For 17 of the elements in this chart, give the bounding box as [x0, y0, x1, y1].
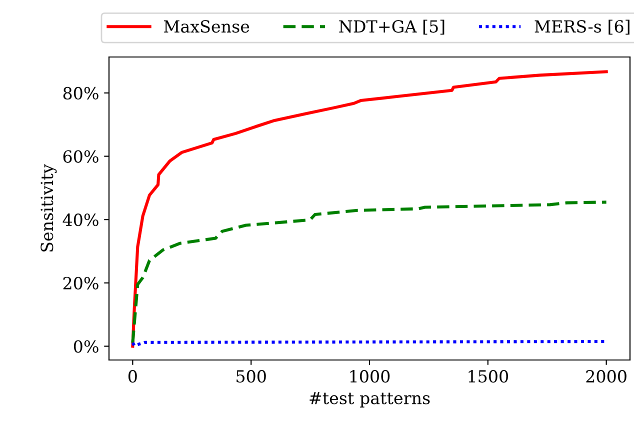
legend-label: MERS-s [6] [534, 20, 630, 35]
x-tick-label: 500 [236, 370, 266, 383]
legend-label: MaxSense [164, 20, 250, 33]
y-tick-label: 80% [63, 86, 98, 100]
x-tick-label: 0 [128, 370, 137, 383]
y-tick-label: 40% [62, 214, 98, 226]
x-tick-label: 2000 [586, 370, 626, 383]
line-series [131, 70, 608, 348]
x-tick-label: 1000 [350, 370, 390, 383]
y-tick-label: 0% [74, 340, 98, 353]
line-series [131, 200, 608, 344]
y-tick-label: 20% [63, 276, 98, 290]
legend-label: NDT+GA [5] [339, 20, 444, 35]
y-tick-label: 60% [63, 150, 98, 163]
x-axis-title: #test patterns [310, 392, 430, 408]
x-tick-label: 1500 [468, 370, 508, 383]
y-axis-title: Sensitivity [40, 164, 57, 252]
